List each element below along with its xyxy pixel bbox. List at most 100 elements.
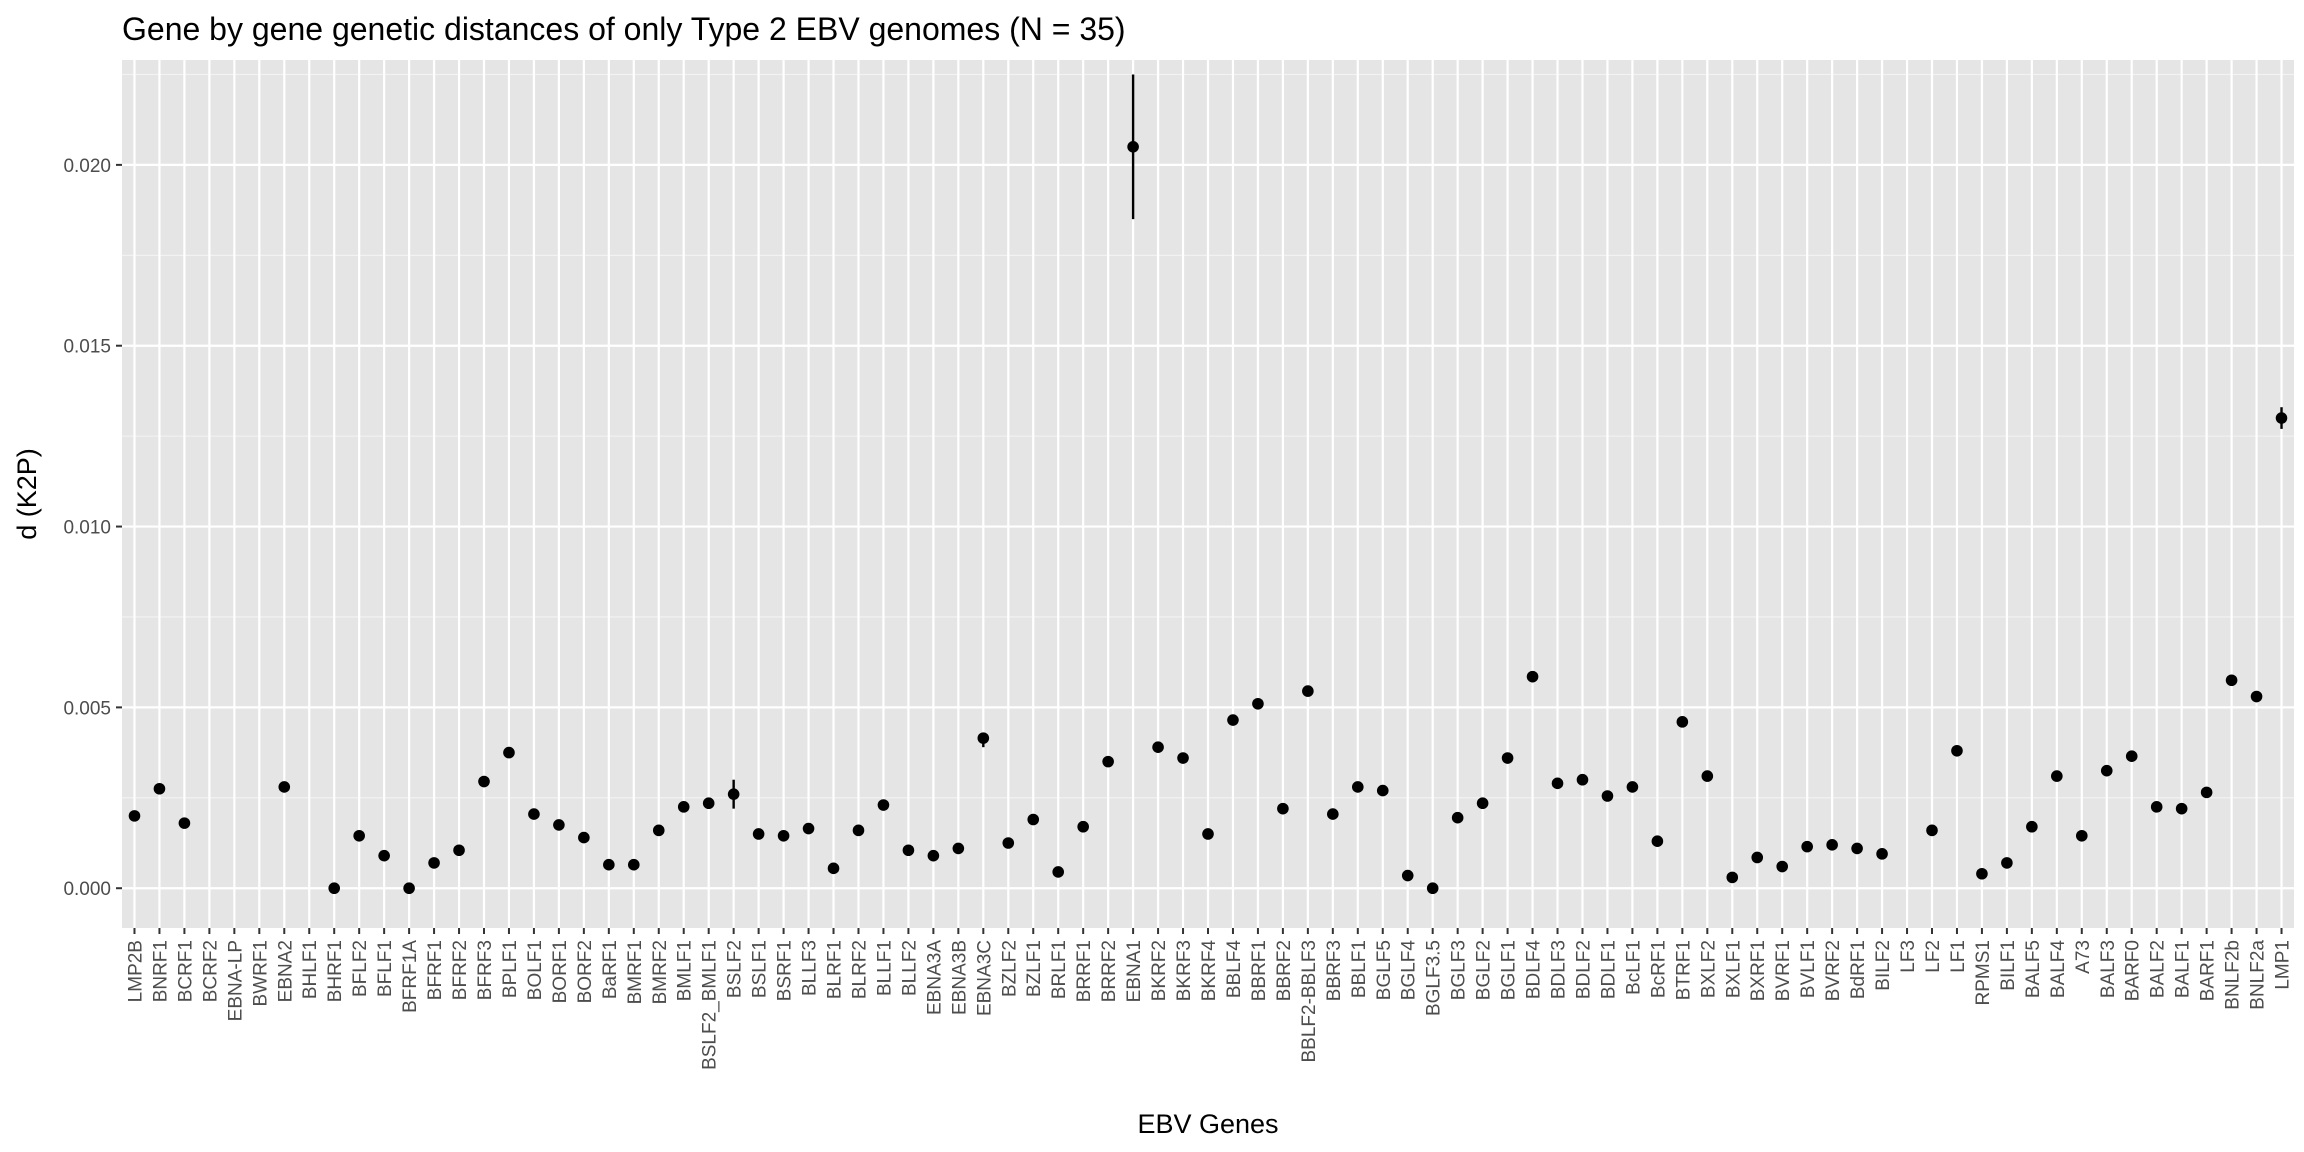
data-point (2075, 829, 2088, 842)
data-point (1976, 867, 1988, 880)
x-tick-label: BILF1 (1998, 940, 2019, 991)
data-point (378, 849, 390, 862)
data-point (1177, 752, 1189, 764)
x-tick-label: A73 (2073, 940, 2094, 974)
data-point (902, 844, 915, 857)
x-tick-label: BGLF4 (1399, 940, 1420, 1001)
data-point (702, 797, 715, 810)
data-point (627, 858, 640, 871)
x-tick-label: BRLF1 (1049, 940, 1070, 999)
x-tick-label: BKRF2 (1149, 940, 1170, 1001)
data-point (428, 857, 440, 869)
data-point (1526, 670, 1539, 683)
x-tick-label: BVRF1 (1773, 940, 1794, 1001)
x-tick-label: BBRF2 (1274, 940, 1295, 1001)
data-point (877, 799, 890, 811)
x-tick-label: BBLF4 (1224, 940, 1245, 999)
y-tick-label: 0.010 (63, 518, 111, 539)
y-tick-label: 0.020 (63, 156, 111, 177)
x-tick-label: BCRF2 (200, 940, 221, 1002)
data-point (1776, 860, 1789, 873)
data-point (178, 817, 191, 829)
x-tick-label: BRRF2 (1099, 940, 1120, 1002)
data-point (952, 842, 965, 855)
data-point (328, 882, 341, 895)
x-tick-label: BGLF5 (1374, 940, 1395, 1000)
x-tick-label: LF1 (1948, 940, 1969, 973)
x-tick-label: BBRF1 (1249, 940, 1270, 1001)
x-tick-label: BSLF1 (750, 940, 771, 998)
x-tick-label: EBNA-LP (225, 940, 246, 1021)
data-point (2100, 764, 2113, 777)
data-point (478, 775, 490, 788)
x-tick-label: BaRF1 (600, 940, 621, 999)
data-point (2250, 690, 2263, 703)
data-point (1351, 781, 1364, 793)
x-tick-label: BWRF1 (250, 940, 271, 1007)
y-tick-label: 0.015 (63, 337, 111, 358)
data-point (1027, 813, 1040, 826)
x-tick-label: BBLF2-BBLF3 (1299, 940, 1320, 1063)
data-point (453, 844, 465, 857)
data-point (1102, 755, 1114, 768)
y-tick-label: 0.000 (63, 879, 111, 900)
data-point (1277, 802, 1289, 815)
data-point (553, 819, 565, 831)
x-axis: LMP2B BNRF1 BCRF1 BCRF2 EBNA-LP BWRF1 EBNA2 BHL… (125, 928, 2294, 1070)
data-point (2175, 802, 2188, 815)
x-tick-label: BGLF1 (1499, 940, 1520, 1000)
data-point (652, 824, 665, 837)
x-tick-label: LF3 (1898, 940, 1919, 973)
data-point (1951, 744, 1963, 757)
x-tick-label: BKRF3 (1174, 940, 1195, 1001)
data-point (727, 788, 740, 800)
data-point (278, 781, 291, 793)
data-point (1576, 773, 1589, 786)
data-point (1476, 797, 1489, 810)
x-tick-label: BVLF1 (1798, 940, 1819, 998)
data-point (128, 810, 141, 822)
x-tick-label: BXLF1 (1723, 940, 1744, 998)
x-tick-label: BRRF1 (1074, 940, 1095, 1002)
data-point (677, 801, 690, 813)
data-point (353, 829, 365, 842)
data-point (1302, 685, 1314, 697)
y-axis: 0.000 0.005 0.010 0.015 0.020 (63, 156, 122, 900)
x-tick-label: BOLF1 (525, 940, 546, 1000)
data-point (403, 882, 415, 895)
data-point (1202, 828, 1214, 840)
x-tick-label: BPLF1 (500, 940, 521, 998)
x-tick-label: BBLF1 (1349, 940, 1370, 998)
data-point (2026, 820, 2038, 833)
x-tick-label: LF2 (1923, 940, 1944, 973)
x-tick-label: RPMS1 (1973, 940, 1994, 1005)
x-tick-label: BALF5 (2023, 940, 2044, 998)
y-tick-label: 0.005 (63, 698, 111, 719)
data-point (1676, 716, 1689, 728)
data-point (802, 822, 815, 835)
x-axis-title: EBV Genes (1137, 1109, 1278, 1139)
x-tick-label: BMRF1 (625, 940, 646, 1004)
x-tick-label: BALF3 (2098, 940, 2119, 998)
x-tick-label: BFLF2 (350, 940, 371, 997)
data-point (1077, 820, 1089, 833)
x-tick-label: BMLF1 (675, 940, 696, 1001)
data-point (1651, 835, 1664, 847)
data-point (1401, 869, 1414, 882)
x-tick-label: BcRF1 (1648, 940, 1669, 998)
x-tick-label: BDLF4 (1524, 940, 1545, 1000)
x-tick-label: LMP1 (2273, 940, 2294, 990)
data-point (1876, 848, 1888, 860)
x-tick-label: BdRF1 (1848, 940, 1869, 999)
x-tick-label: BBRF3 (1324, 940, 1345, 1001)
data-point (1451, 811, 1464, 824)
data-point (1227, 714, 1239, 726)
x-tick-label: BCRF1 (175, 940, 196, 1002)
x-tick-label: BFRF1A (400, 940, 421, 1013)
data-point (1252, 697, 1264, 710)
data-point (2275, 412, 2288, 424)
data-point (2150, 801, 2163, 813)
data-points (128, 141, 2288, 895)
data-point (927, 849, 940, 862)
